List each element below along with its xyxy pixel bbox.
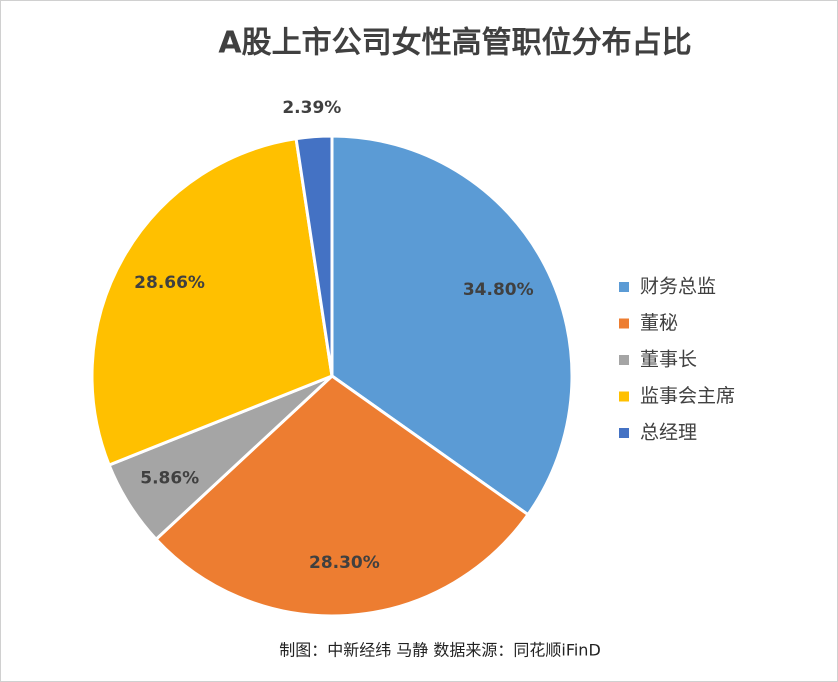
value-label: 34.80% xyxy=(463,280,534,300)
source-note: 制图：中新经纬 马静 数据来源：同花顺iFinD xyxy=(279,641,601,660)
pie: 34.80% 28.30% 5.86% 28.66% 2.39% xyxy=(90,98,574,618)
legend-swatch xyxy=(619,428,629,438)
legend-label: 董事长 xyxy=(640,349,697,371)
value-label: 2.39% xyxy=(282,98,341,118)
legend-swatch xyxy=(619,391,629,402)
legend-label: 总经理 xyxy=(640,422,697,444)
legend-swatch xyxy=(619,282,629,292)
legend-label: 监事会主席 xyxy=(640,385,735,407)
value-label: 28.66% xyxy=(134,273,205,293)
pie-slice xyxy=(294,134,334,377)
legend-label: 董秘 xyxy=(640,312,678,334)
value-label: 5.86% xyxy=(140,469,199,489)
legend-swatch xyxy=(619,355,629,365)
legend-label: 财务总监 xyxy=(640,276,716,298)
value-label: 28.30% xyxy=(309,553,380,573)
pie-slice xyxy=(330,134,574,517)
pie-slice xyxy=(90,136,334,467)
pie-slice xyxy=(153,374,531,618)
legend-swatch xyxy=(619,318,629,329)
chart-title: A股上市公司女性高管职位分布占比 xyxy=(218,26,691,61)
